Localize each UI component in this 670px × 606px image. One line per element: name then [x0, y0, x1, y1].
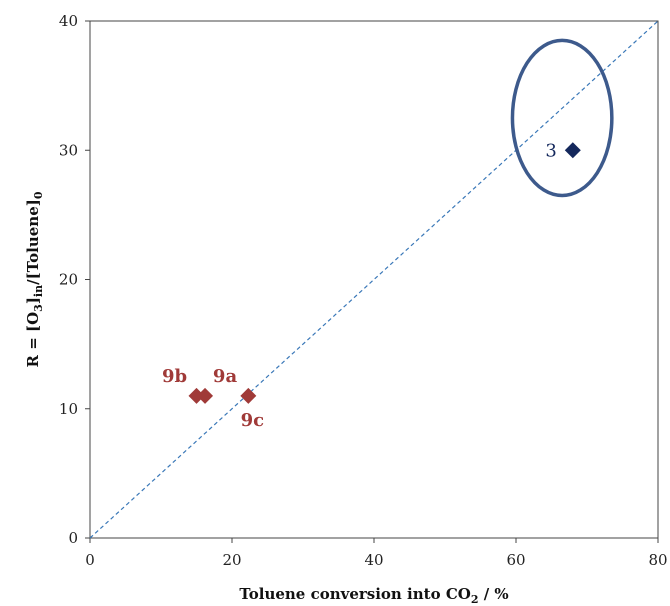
highlight-ellipse — [510, 38, 614, 198]
y-tick-label: 0 — [68, 529, 78, 547]
x-tick-label: 0 — [85, 551, 95, 569]
point-label-9c: 9c — [241, 410, 265, 431]
data-point-9a — [197, 387, 214, 404]
x-tick-label: 80 — [648, 551, 667, 569]
reference-line — [89, 20, 659, 539]
x-tick-label: 20 — [222, 551, 241, 569]
x-tick-label: 60 — [506, 551, 525, 569]
y-tick-label: 30 — [59, 141, 78, 159]
y-axis-title: R = [O3]in/[Toluene]0 — [24, 191, 45, 367]
data-point-9c — [240, 387, 257, 404]
x-axis-title: Toluene conversion into CO2 / % — [239, 585, 508, 606]
point-label-9a: 9a — [213, 366, 238, 387]
point-label-3: 3 — [545, 140, 556, 161]
y-tick-label: 10 — [59, 400, 78, 418]
data-point-3 — [564, 142, 581, 159]
point-label-9b: 9b — [162, 366, 187, 387]
chart-marks — [89, 20, 659, 539]
axes: 0 20 40 60 80 0 10 20 30 40 Toluene conversion int… — [24, 12, 668, 606]
y-tick-label: 20 — [59, 271, 78, 289]
y-tick-label: 40 — [59, 12, 78, 30]
chart-labels: 9b 9a 9c 3 — [162, 140, 557, 431]
x-tick-label: 40 — [364, 551, 383, 569]
data-point-9b — [188, 387, 205, 404]
